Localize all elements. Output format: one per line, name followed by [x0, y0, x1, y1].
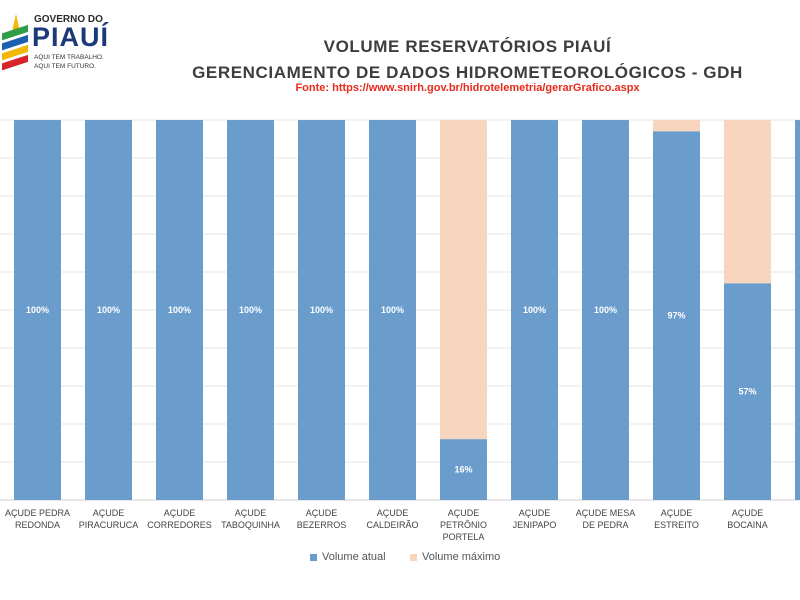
- chart-source: Fonte: https://www.snirh.gov.br/hidrotel…: [295, 82, 640, 94]
- data-label: 100%: [97, 305, 120, 315]
- x-tick-label: AÇUDE: [661, 508, 693, 518]
- data-label: 97%: [667, 311, 685, 321]
- logo-tagline-1: AQUI TEM TRABALHO.: [34, 54, 104, 61]
- data-label: 16%: [454, 465, 472, 475]
- logo-emblem-icon: [2, 14, 28, 71]
- logo-line1: GOVERNO DO: [34, 14, 103, 25]
- legend-label-current: Volume atual: [322, 551, 386, 563]
- x-tick-label: BOCAINA: [727, 520, 768, 530]
- bar-volume-atual: [369, 120, 416, 500]
- x-tick-label: PORTELA: [443, 532, 485, 542]
- bar-volume-atual: [156, 120, 203, 500]
- data-label: 100%: [168, 305, 191, 315]
- x-tick-label: DE PEDRA: [582, 520, 628, 530]
- bar-volume-maximo: [653, 120, 700, 132]
- x-tick-label: REDONDA: [15, 520, 60, 530]
- x-tick-label: AÇUDE: [519, 508, 551, 518]
- legend-swatch-max: [410, 553, 417, 561]
- chart-subtitle: GERENCIAMENTO DE DADOS HIDROMETEOROLÓGIC…: [192, 63, 743, 82]
- x-tick-label: AÇUDE: [448, 508, 480, 518]
- bar-volume-atual: [227, 120, 274, 500]
- bar-volume-atual: [85, 120, 132, 500]
- legend-item-max: Volume máximo: [410, 551, 500, 563]
- logo-brand: PIAUÍ: [32, 22, 110, 52]
- bar-volume-atual: [14, 120, 61, 500]
- data-label: 100%: [523, 305, 546, 315]
- x-tick-label: PIRACURUCA: [79, 520, 139, 530]
- logo-tagline-2: AQUI TEM FUTURO.: [34, 63, 96, 70]
- legend-item-current: Volume atual: [310, 551, 386, 563]
- x-tick-label: AÇUDE MESA: [576, 508, 636, 518]
- data-label: 100%: [381, 305, 404, 315]
- x-tick-label: ESTREITO: [654, 520, 699, 530]
- legend-label-max: Volume máximo: [422, 551, 501, 563]
- x-tick-label: AÇUDE: [377, 508, 409, 518]
- x-tick-label: AÇUDE: [164, 508, 196, 518]
- bar-volume-atual: [795, 120, 800, 500]
- data-label: 57%: [738, 387, 756, 397]
- governo-piaui-logo: GOVERNO DO PIAUÍ AQUI TEM TRABALHO. AQUI…: [0, 8, 130, 88]
- bar-volume-atual: [298, 120, 345, 500]
- data-label: 100%: [310, 305, 333, 315]
- x-tick-label: AÇUDE: [732, 508, 764, 518]
- x-tick-label: CORREDORES: [147, 520, 212, 530]
- x-tick-label: AÇUDE PEDRA: [5, 508, 70, 518]
- bar-volume-maximo: [440, 120, 487, 440]
- data-label: 100%: [26, 305, 49, 315]
- bar-volume-maximo: [724, 120, 771, 284]
- chart-title: VOLUME RESERVATÓRIOS PIAUÍ: [323, 37, 612, 56]
- x-tick-label: TABOQUINHA: [221, 520, 280, 530]
- bar-volume-atual: [653, 131, 700, 500]
- legend-swatch-current: [310, 553, 317, 561]
- bar-volume-atual: [582, 120, 629, 500]
- x-tick-label: PETRÔNIO: [440, 520, 487, 530]
- x-tick-label: BEZERROS: [297, 520, 347, 530]
- x-tick-label: CALDEIRÃO: [366, 520, 418, 530]
- bar-volume-atual: [724, 283, 771, 500]
- x-tick-label: AÇUDE: [235, 508, 267, 518]
- x-tick-label: JENIPAPO: [513, 520, 557, 530]
- x-tick-label: AÇUDE: [306, 508, 338, 518]
- data-label: 100%: [239, 305, 262, 315]
- x-tick-label: AÇUDE: [93, 508, 125, 518]
- data-label: 100%: [594, 305, 617, 315]
- bar-volume-atual: [511, 120, 558, 500]
- bar-volume-atual: [440, 439, 487, 500]
